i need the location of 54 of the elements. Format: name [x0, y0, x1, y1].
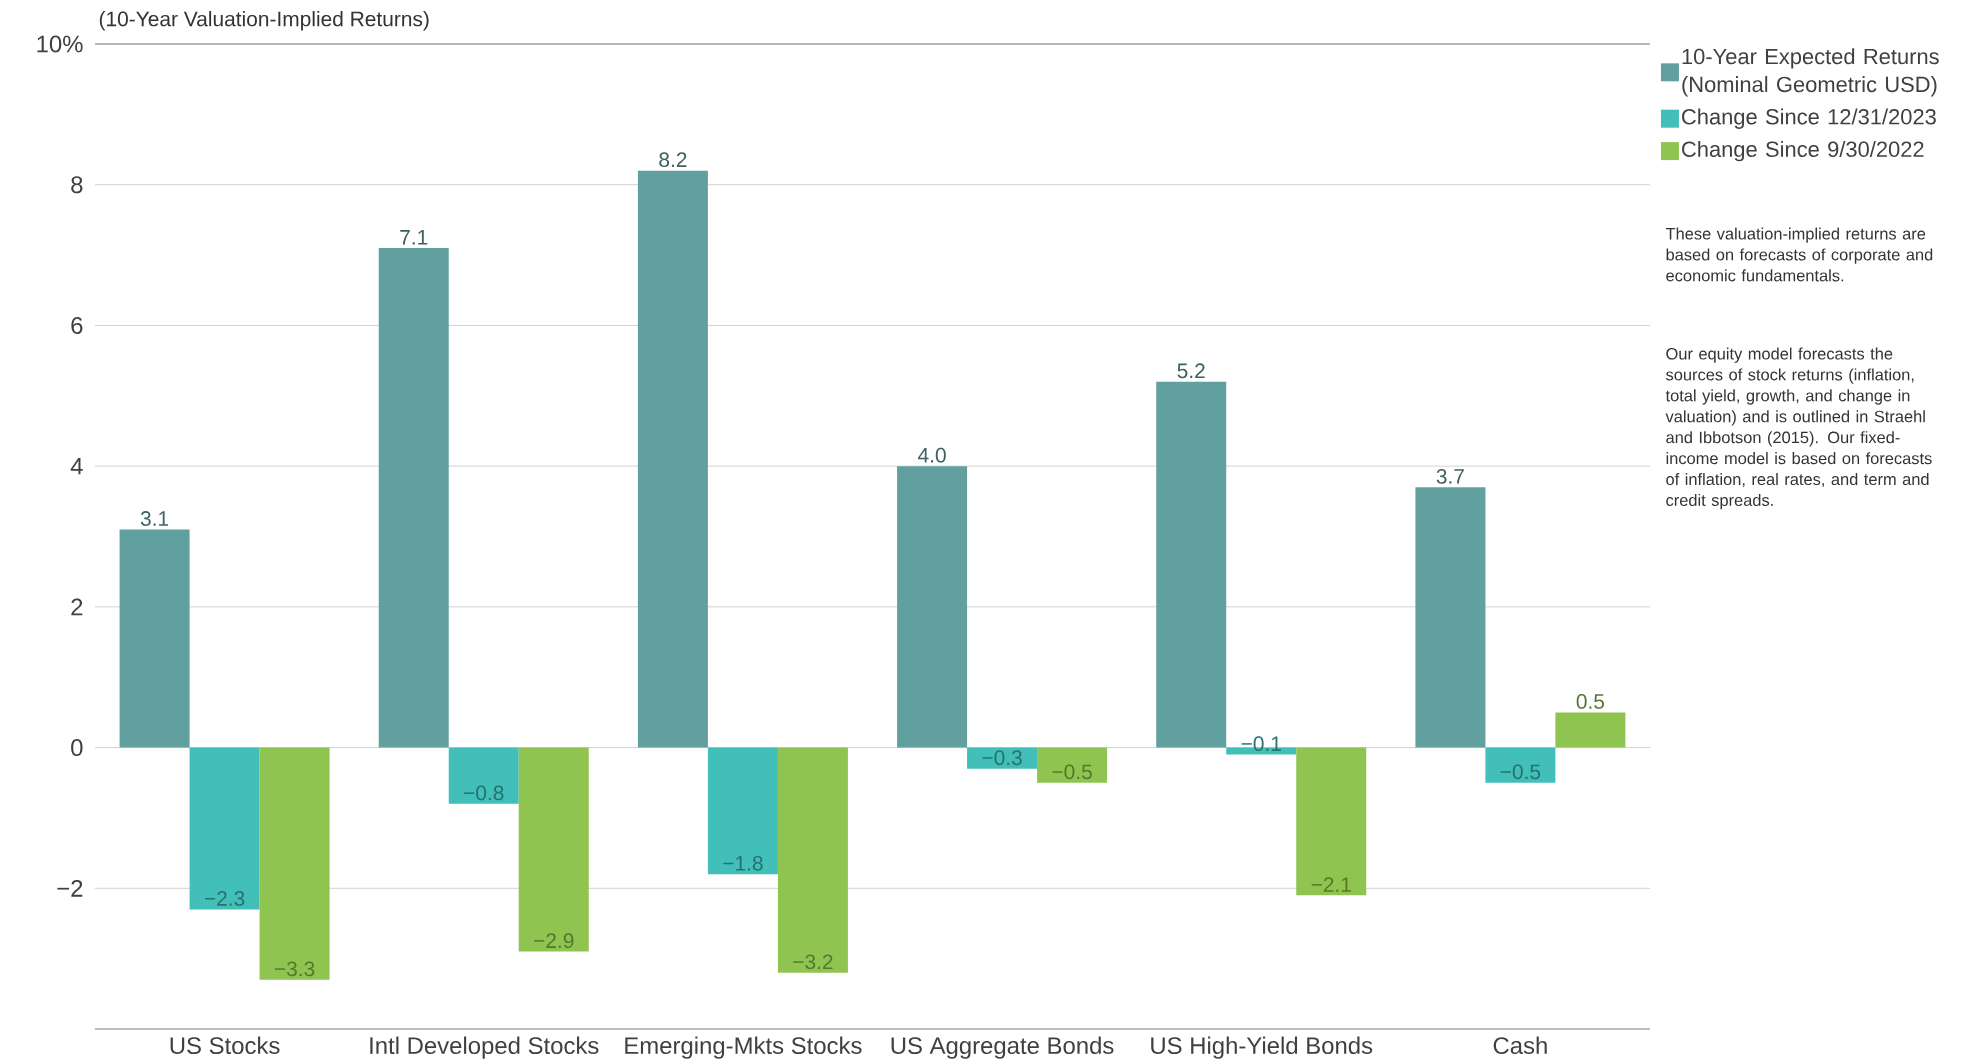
y-tick-label: 4 [70, 457, 83, 475]
bar [189, 747, 260, 910]
legend-label: 10-Year Expected Returns (Nominal Geometric USD) [1682, 48, 1939, 97]
x-tick-label: Cash [1493, 1036, 1547, 1055]
bar [637, 170, 708, 748]
x-tick-label: Emerging-Mkts Stocks [625, 1036, 862, 1059]
bar [1555, 712, 1626, 748]
bar [1485, 747, 1556, 783]
bar [518, 747, 589, 952]
data-label: −1.8 [723, 855, 763, 871]
data-label: 3.1 [140, 511, 169, 526]
x-tick-label: US Aggregate Bonds [891, 1036, 1114, 1059]
data-label: −2.9 [534, 933, 574, 949]
bar [777, 747, 848, 973]
data-label: −3.2 [793, 954, 833, 970]
data-label: −3.3 [274, 961, 315, 977]
bar [119, 529, 190, 748]
x-tick-label: US High-Yield Bonds [1151, 1036, 1373, 1059]
legend-label: Change Since 9/30/2022 [1682, 140, 1924, 162]
chart-title: (10-Year Valuation-Implied Returns) [99, 10, 429, 31]
x-tick-label: Intl Developed Stocks [370, 1036, 599, 1059]
y-tick-label: 0 [71, 739, 83, 757]
legend-label: Change Since 12/31/2023 [1682, 108, 1936, 129]
bar [448, 747, 519, 804]
data-label: 8.2 [659, 152, 687, 168]
data-label: −0.8 [464, 785, 504, 801]
text: These valuation-implied returns are based on forecasts of corporate and economic fundamentals. [1665, 227, 1933, 282]
bar [1415, 487, 1486, 748]
bar [259, 747, 330, 980]
data-label: 3.7 [1436, 468, 1464, 484]
bar [897, 466, 968, 748]
y-tick-label: 10% [37, 35, 83, 53]
y-tick-label: 2 [71, 598, 83, 616]
bar [1156, 381, 1227, 748]
bar [378, 248, 449, 748]
data-label: 5.2 [1177, 363, 1205, 379]
data-label: 7.1 [400, 230, 428, 245]
bar [967, 747, 1038, 769]
bar [1037, 747, 1108, 783]
data-label: 0.5 [1576, 694, 1605, 709]
y-tick-label: 8 [71, 176, 83, 194]
data-label: −0.5 [1500, 764, 1541, 780]
bar [707, 747, 778, 875]
y-tick-label: −2 [57, 879, 83, 897]
data-label: −0.1 [1241, 736, 1281, 752]
y-tick-label: 6 [71, 316, 83, 334]
data-label: −0.5 [1052, 764, 1092, 780]
data-label: −0.3 [982, 750, 1022, 766]
data-label: 4.0 [918, 447, 946, 463]
data-label: −2.3 [204, 891, 245, 906]
data-label: −2.1 [1311, 877, 1351, 892]
x-tick-label: US Stocks [170, 1036, 280, 1055]
bar [1296, 747, 1367, 896]
text: Our equity model forecasts the sources of stock returns (inflation, total yield, growth, and change in valuation) and is outlined in Straehl and Ibbotson (2015). Our fixed-income model is based on forecasts of inflation, real rates, and term and credit spreads. [1665, 347, 1932, 510]
